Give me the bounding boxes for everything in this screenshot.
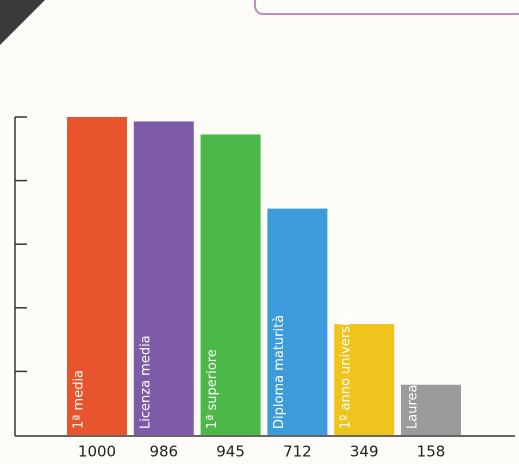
value-label: 945 bbox=[216, 443, 245, 461]
category-label: Licenza media bbox=[138, 335, 153, 429]
value-label: 1000 bbox=[78, 443, 116, 461]
value-label: 158 bbox=[417, 443, 446, 461]
header-box bbox=[255, 0, 519, 14]
category-label: 1º anno università bbox=[339, 309, 354, 429]
category-label: Laurea bbox=[406, 385, 421, 429]
corner-decoration bbox=[0, 0, 45, 45]
category-label: 1ª media bbox=[72, 370, 87, 429]
value-label: 349 bbox=[350, 443, 379, 461]
category-label: Diploma maturità bbox=[272, 315, 287, 429]
value-label: 712 bbox=[283, 443, 312, 461]
chart: 1ª media 1000 Licenza media 986 1ª superiore… bbox=[0, 0, 519, 464]
value-label: 986 bbox=[149, 443, 178, 461]
category-label: 1ª superiore bbox=[205, 349, 220, 429]
